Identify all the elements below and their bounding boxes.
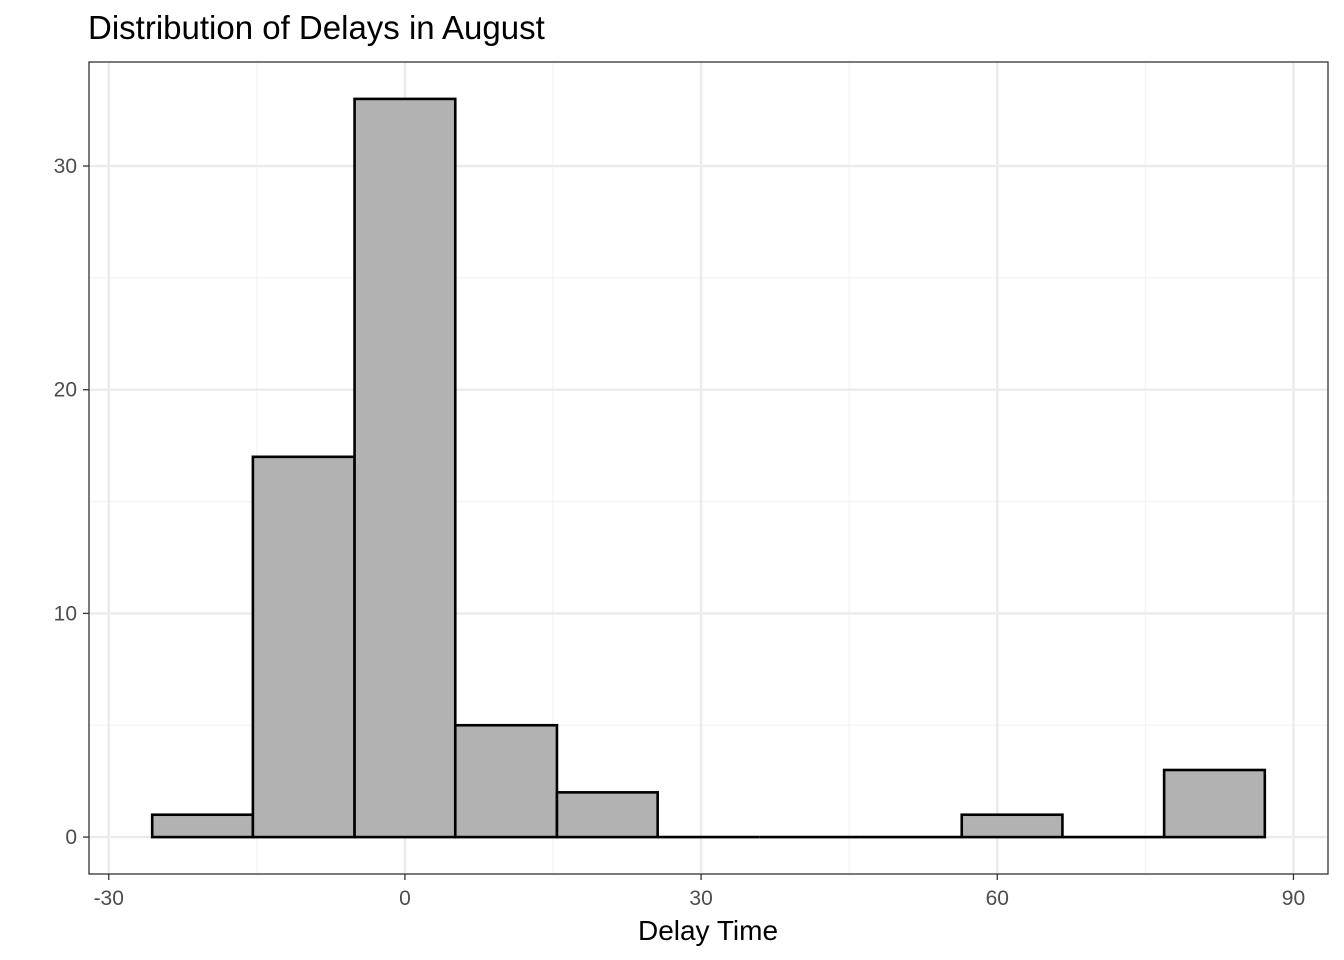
histogram-bar — [1162, 768, 1267, 839]
y-axis: 0 10 20 30 — [54, 155, 89, 849]
x-tick-label: 60 — [986, 887, 1009, 910]
histogram-bar — [960, 813, 1064, 839]
x-tick-label: 90 — [1282, 887, 1305, 910]
chart-title: Distribution of Delays in August — [88, 9, 545, 46]
panel-border — [88, 61, 1329, 875]
y-tick-label: 10 — [54, 602, 77, 625]
histogram-bar — [251, 455, 356, 839]
y-tick-label: 30 — [54, 155, 77, 178]
x-tick-label: -30 — [94, 887, 124, 910]
histogram-bars — [150, 97, 1267, 839]
histogram-bar — [353, 97, 457, 839]
x-axis: -30 0 30 60 90 — [94, 874, 1305, 910]
x-axis-title: Delay Time — [638, 915, 778, 946]
histogram-bar — [453, 723, 559, 839]
x-tick-label: 0 — [399, 887, 411, 910]
histogram-bar — [150, 813, 255, 839]
histogram-bar — [555, 791, 659, 839]
x-tick-label: 30 — [689, 887, 712, 910]
y-tick-label: 0 — [65, 826, 77, 849]
y-tick-label: 20 — [54, 379, 77, 402]
